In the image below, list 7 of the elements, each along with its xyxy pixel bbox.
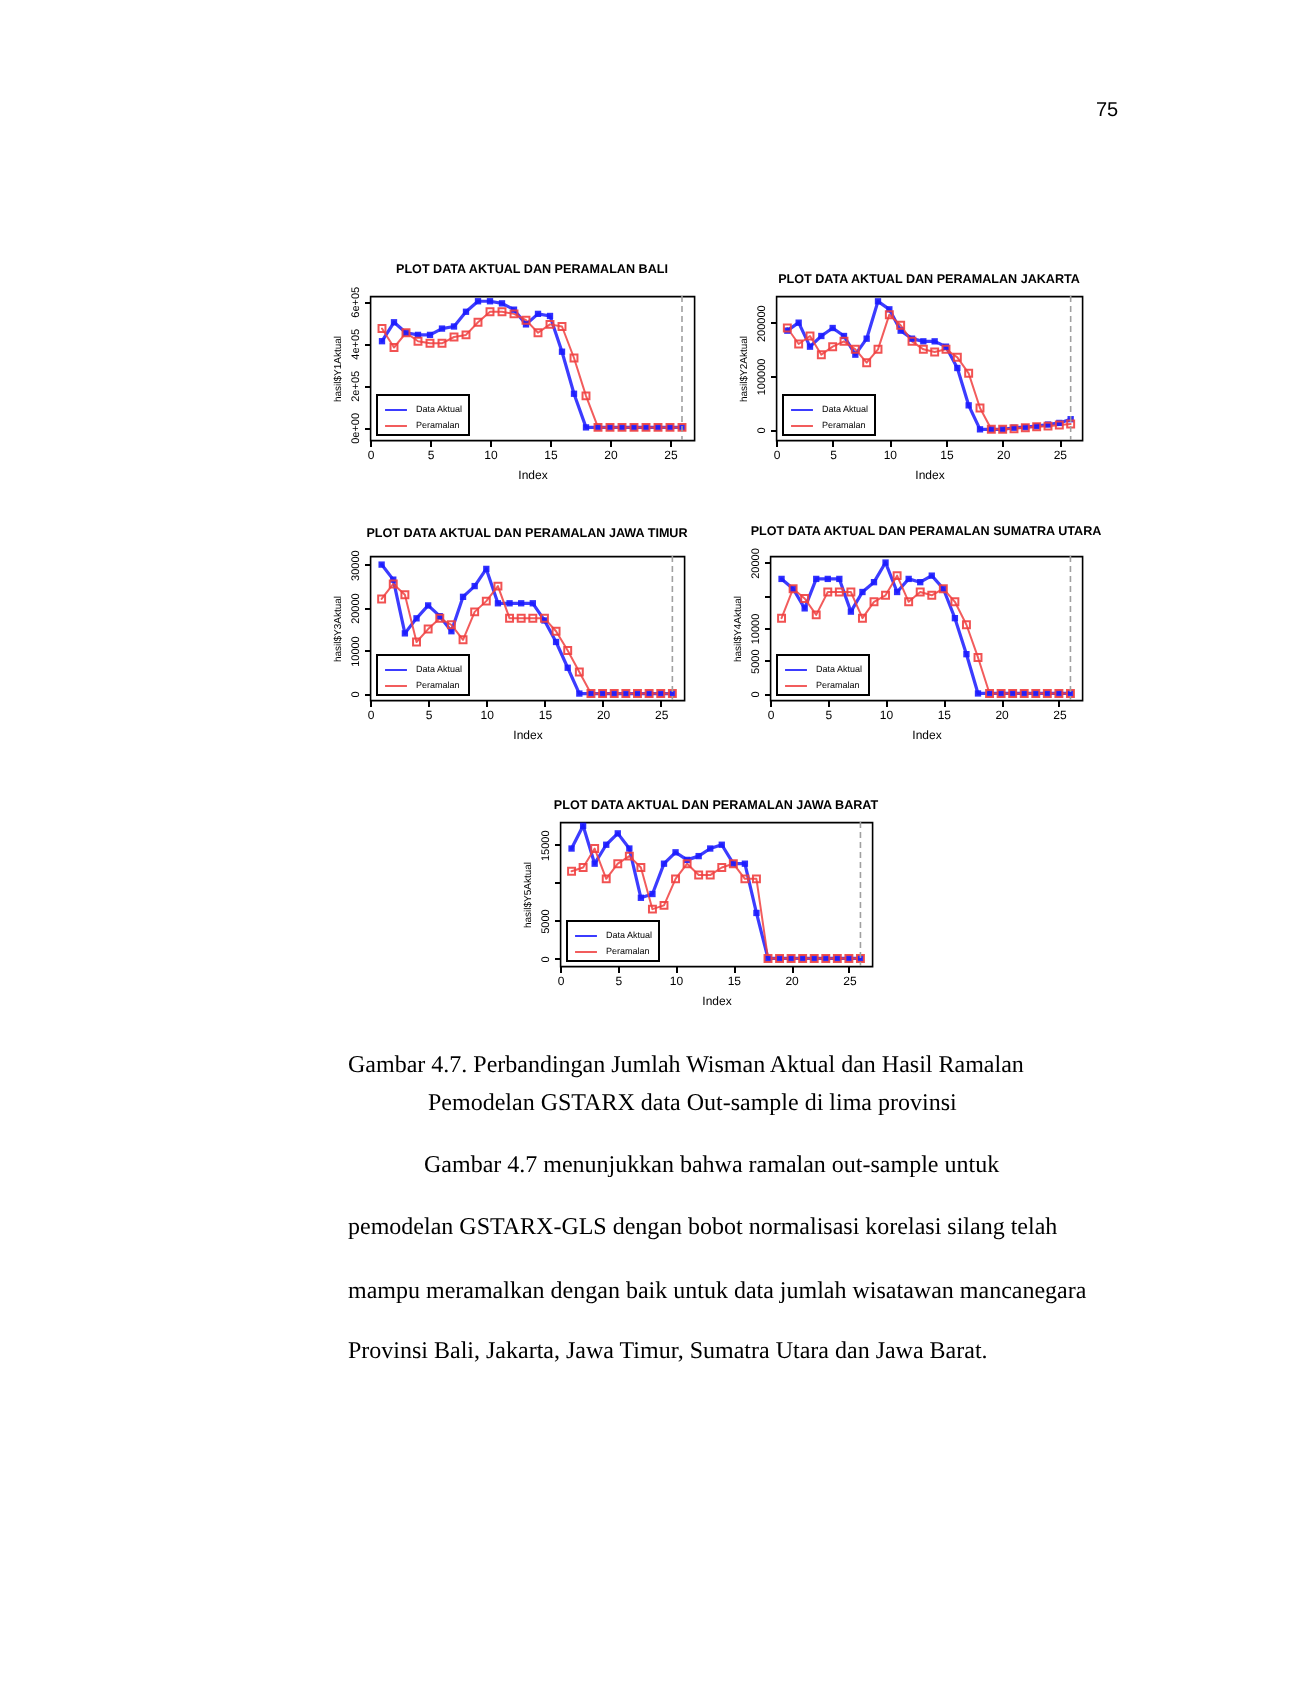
- text: Provinsi Bali, Jakarta, Jawa Timur, Sumatra Utara dan Jawa Barat.: [348, 1336, 988, 1364]
- text: 75: [1096, 100, 1120, 122]
- text: Pemodelan GSTARX data Out-sample di lima provinsi: [428, 1088, 958, 1116]
- text: pemodelan GSTARX-GLS dengan bobot normalisasi korelasi silang telah: [348, 1212, 1058, 1240]
- text: mampu meramalkan dengan baik untuk data jumlah wisatawan mancanegara: [348, 1276, 1088, 1304]
- text: Gambar 4.7 menunjukkan bahwa ramalan out-sample untuk: [424, 1150, 1000, 1178]
- text: Gambar 4.7. Perbandingan Jumlah Wisman Aktual dan Hasil Ramalan: [348, 1050, 1024, 1078]
